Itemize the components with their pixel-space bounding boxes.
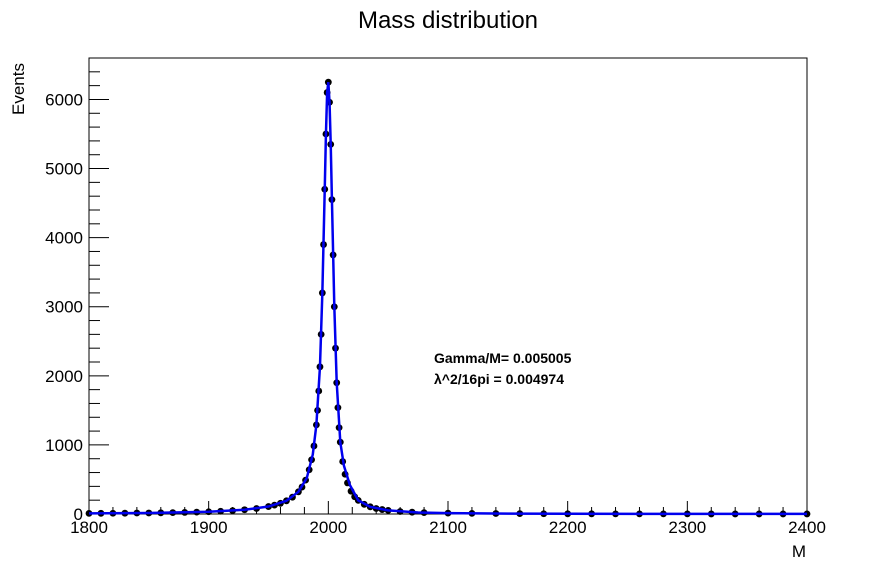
x-axis-title: M <box>792 542 806 561</box>
axis-ticks <box>88 57 808 515</box>
x-tick-label: 2400 <box>788 518 826 537</box>
y-tick-label: 2000 <box>45 367 83 386</box>
x-tick-label: 2300 <box>668 518 706 537</box>
x-tick-label: 1800 <box>70 518 108 537</box>
y-tick-label: 3000 <box>45 298 83 317</box>
y-tick-label: 0 <box>74 505 83 524</box>
chart-title: Mass distribution <box>358 7 538 34</box>
y-tick-label: 5000 <box>45 160 83 179</box>
fit-curve <box>88 82 808 516</box>
x-tick-label: 2200 <box>549 518 587 537</box>
y-tick-label: 6000 <box>45 90 83 109</box>
x-tick-label: 2100 <box>429 518 467 537</box>
annotation-lambda: λ^2/16pi = 0.004974 <box>434 371 564 387</box>
y-tick-label: 1000 <box>45 436 83 455</box>
y-tick-label: 4000 <box>45 229 83 248</box>
y-axis-title: Events <box>9 63 28 115</box>
data-points <box>85 78 811 518</box>
x-tick-label: 1900 <box>190 518 228 537</box>
x-tick-label: 2000 <box>309 518 347 537</box>
data-point <box>803 510 811 518</box>
plot-frame <box>88 57 808 515</box>
axis-tick-labels: 1800 1900 2000 2100 2200 2300 2400 0 1000 2000 300… <box>45 90 826 537</box>
annotation-gamma: Gamma/M= 0.005005 <box>434 350 572 366</box>
